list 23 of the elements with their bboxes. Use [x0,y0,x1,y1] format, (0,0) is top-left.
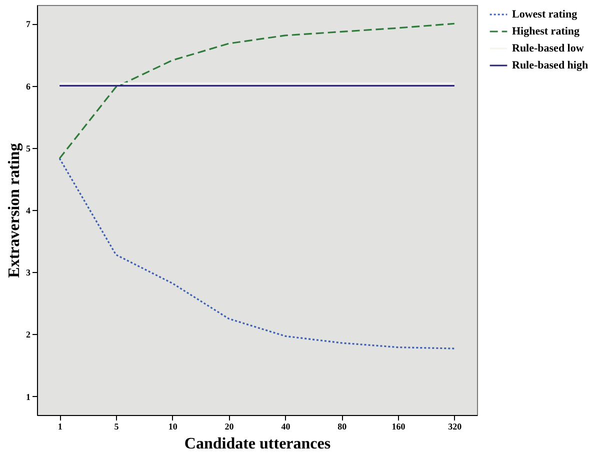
y-tick-label: 5 [26,143,31,154]
x-tick-label: 320 [448,422,462,432]
y-tick-label: 7 [26,19,31,30]
y-tick-label: 2 [26,330,31,340]
x-tick-label: 5 [114,422,120,432]
y-tick-label: 1 [26,392,31,402]
x-tick-label: 1 [58,422,63,432]
legend-label: Highest rating [512,26,580,38]
y-axis-title: Extraversion rating [6,143,23,278]
x-tick-label: 40 [281,422,291,432]
x-tick-label: 80 [338,422,348,432]
legend-label: Rule-based low [512,42,584,54]
legend-label: Rule-based high [512,60,588,72]
y-tick-label: 6 [26,81,31,92]
x-tick-label: 20 [224,422,234,432]
line-series [58,158,456,350]
x-tick-label: 10 [168,422,178,432]
x-axis-title: Candidate utterances [184,436,331,452]
y-tick-label: 4 [26,206,31,216]
line-series [58,22,456,160]
y-tick-label: 3 [26,268,31,278]
legend-label: Lowest rating [512,8,578,20]
x-tick-label: 160 [392,422,406,432]
